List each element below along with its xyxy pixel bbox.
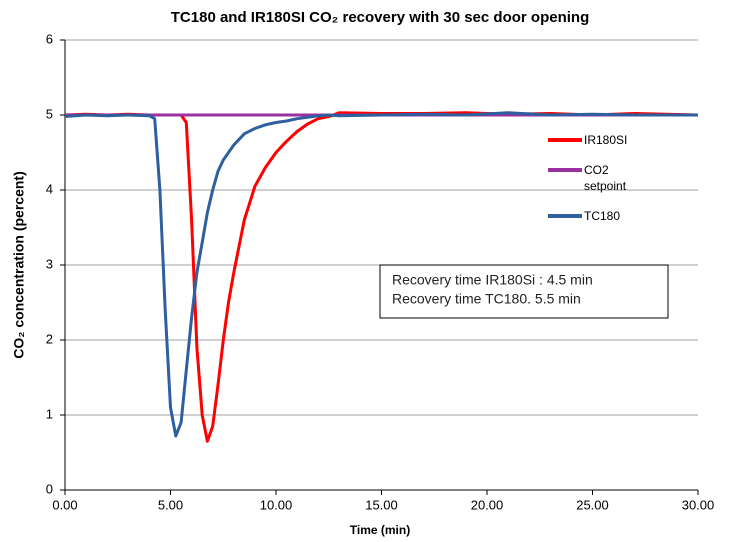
- y-axis-label: CO₂ concentration (percent): [11, 171, 27, 358]
- legend-label: IR180SI: [584, 133, 628, 147]
- x-tick-label: 30.00: [682, 497, 715, 512]
- x-tick-label: 5.00: [158, 497, 183, 512]
- y-tick-label: 3: [46, 256, 53, 271]
- legend-label: TC180: [584, 209, 621, 223]
- legend-entry: CO2 setpoint: [548, 162, 628, 194]
- legend-label: CO2 setpoint: [584, 163, 627, 193]
- legend-swatch: [548, 138, 582, 142]
- annotation: Recovery time TC180. 5.5 min: [392, 291, 581, 307]
- annotation: Recovery time IR180Si : 4.5 min: [392, 272, 593, 288]
- y-tick-label: 1: [46, 406, 53, 421]
- x-axis-label: Time (min): [350, 523, 410, 537]
- annotation-box: [379, 264, 669, 319]
- y-tick-label: 0: [46, 481, 53, 496]
- y-tick-label: 6: [46, 31, 53, 46]
- x-tick-label: 10.00: [260, 497, 293, 512]
- x-tick-label: 20.00: [471, 497, 504, 512]
- legend-swatch: [548, 168, 582, 172]
- y-tick-label: 5: [46, 106, 53, 121]
- legend-entry: IR180SI: [548, 132, 628, 148]
- chart-title: TC180 and IR180SI CO₂ recovery with 30 s…: [171, 9, 589, 26]
- legend-swatch: [548, 214, 582, 218]
- x-tick-label: 0.00: [52, 497, 77, 512]
- y-tick-label: 2: [46, 331, 53, 346]
- series-line: [64, 111, 698, 438]
- y-tick-label: 4: [46, 181, 53, 196]
- x-tick-label: 15.00: [365, 497, 398, 512]
- legend: IR180SI CO2 setpoint TC180: [548, 132, 628, 238]
- legend-entry: TC180: [548, 208, 628, 224]
- x-tick-label: 25.00: [576, 497, 609, 512]
